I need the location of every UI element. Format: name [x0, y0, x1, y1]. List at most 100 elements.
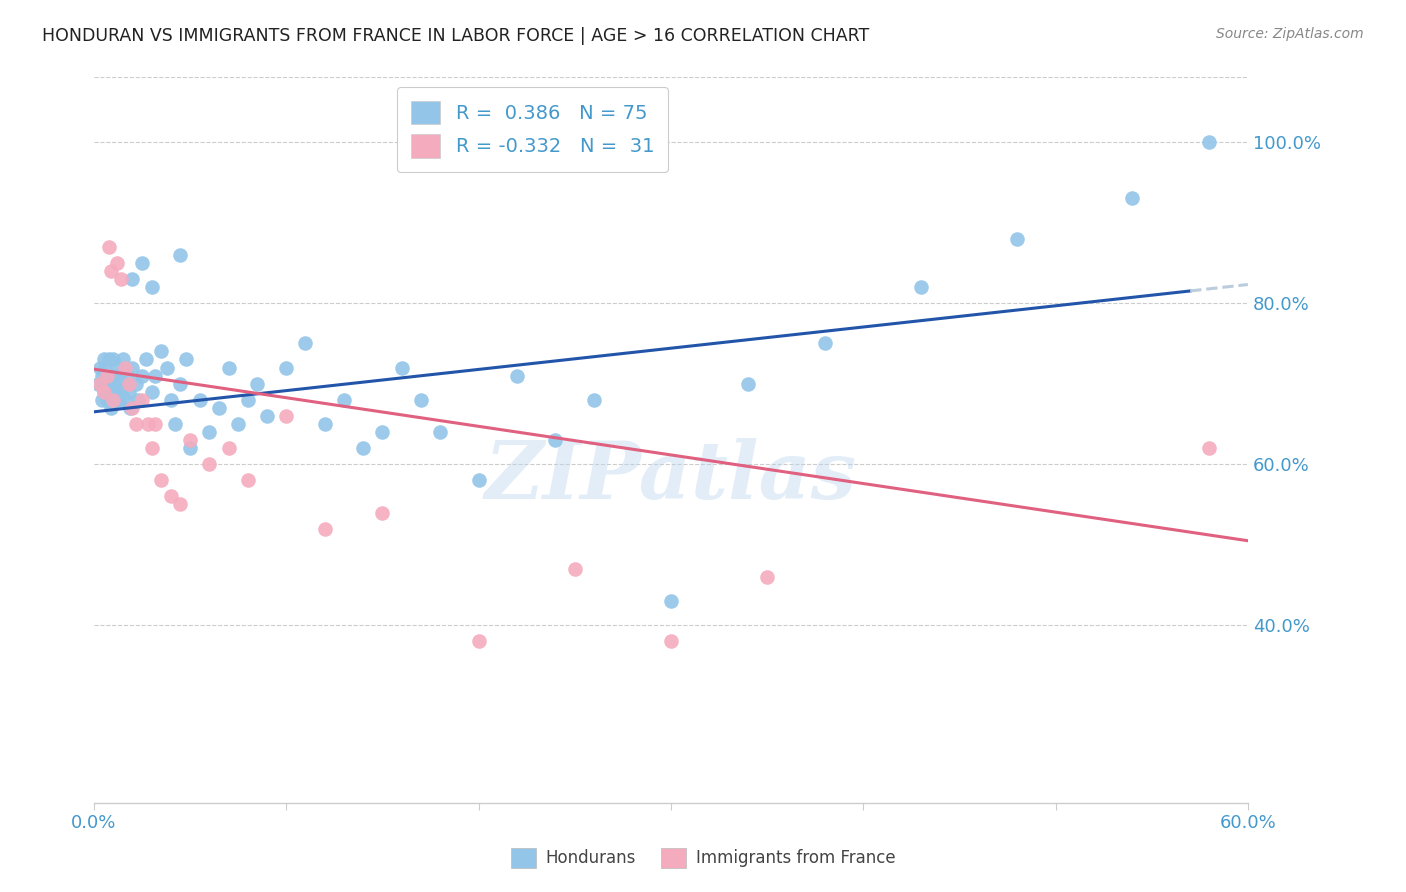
Point: [467, 473, 489, 487]
Point: [105, 376, 128, 391]
Point: [100, 264, 122, 278]
Text: HONDURAN VS IMMIGRANTS FROM FRANCE IN LABOR FORCE | AGE > 16 CORRELATION CHART: HONDURAN VS IMMIGRANTS FROM FRANCE IN LA…: [42, 27, 869, 45]
Point: [111, 376, 134, 391]
Point: [145, 368, 167, 383]
Point: [101, 368, 124, 383]
Point: [125, 417, 148, 431]
Point: [125, 376, 148, 391]
Point: [236, 473, 259, 487]
Point: [100, 401, 122, 415]
Point: [169, 498, 191, 512]
Point: [276, 409, 298, 423]
Point: [136, 417, 159, 431]
Point: [467, 634, 489, 648]
Point: [208, 401, 231, 415]
Point: [96, 368, 118, 383]
Point: [391, 360, 413, 375]
Point: [108, 368, 131, 383]
Point: [276, 360, 298, 375]
Point: [1121, 191, 1143, 205]
Point: [96, 368, 118, 383]
Point: [1198, 135, 1220, 149]
Point: [174, 352, 197, 367]
Point: [218, 360, 240, 375]
Point: [294, 336, 316, 351]
Point: [429, 425, 451, 439]
Point: [141, 441, 163, 455]
Point: [179, 441, 201, 455]
Point: [110, 272, 132, 286]
Point: [160, 490, 183, 504]
Legend: Hondurans, Immigrants from France: Hondurans, Immigrants from France: [503, 841, 903, 875]
Point: [169, 248, 191, 262]
Point: [110, 384, 132, 399]
Point: [756, 570, 779, 584]
Point: [100, 384, 122, 399]
Point: [737, 376, 759, 391]
Point: [87, 376, 110, 391]
Point: [163, 417, 186, 431]
Point: [814, 336, 837, 351]
Point: [101, 352, 124, 367]
Point: [188, 392, 211, 407]
Text: ZIPatlas: ZIPatlas: [485, 437, 856, 515]
Point: [111, 352, 134, 367]
Point: [582, 392, 605, 407]
Point: [121, 272, 143, 286]
Point: [506, 368, 529, 383]
Point: [117, 376, 139, 391]
Point: [179, 433, 201, 447]
Point: [93, 384, 115, 399]
Point: [150, 344, 173, 359]
Point: [145, 417, 167, 431]
Point: [910, 280, 932, 294]
Point: [117, 384, 139, 399]
Point: [246, 376, 269, 391]
Point: [101, 392, 124, 407]
Point: [236, 392, 259, 407]
Point: [218, 441, 240, 455]
Point: [131, 392, 153, 407]
Point: [1005, 231, 1028, 245]
Point: [120, 401, 142, 415]
Point: [121, 360, 143, 375]
Point: [659, 594, 682, 608]
Point: [150, 473, 173, 487]
Point: [160, 392, 183, 407]
Point: [108, 392, 131, 407]
Point: [94, 376, 117, 391]
Point: [94, 360, 117, 375]
Point: [256, 409, 278, 423]
Point: [131, 368, 153, 383]
Point: [371, 425, 394, 439]
Point: [409, 392, 432, 407]
Point: [104, 392, 127, 407]
Point: [114, 360, 136, 375]
Point: [314, 522, 336, 536]
Point: [141, 280, 163, 294]
Point: [105, 256, 128, 270]
Point: [90, 368, 112, 383]
Point: [89, 360, 111, 375]
Point: [226, 417, 249, 431]
Point: [98, 352, 121, 367]
Point: [659, 634, 682, 648]
Point: [352, 441, 374, 455]
Point: [98, 240, 121, 254]
Point: [90, 392, 112, 407]
Point: [198, 457, 221, 471]
Point: [544, 433, 567, 447]
Point: [564, 562, 586, 576]
Point: [114, 392, 136, 407]
Point: [93, 352, 115, 367]
Point: [371, 506, 394, 520]
Point: [1198, 441, 1220, 455]
Point: [98, 376, 121, 391]
Point: [121, 401, 143, 415]
Point: [156, 360, 179, 375]
Point: [314, 417, 336, 431]
Point: [131, 256, 153, 270]
Point: [93, 384, 115, 399]
Point: [127, 392, 149, 407]
Legend: R =  0.386   N = 75, R = -0.332   N =  31: R = 0.386 N = 75, R = -0.332 N = 31: [396, 87, 668, 171]
